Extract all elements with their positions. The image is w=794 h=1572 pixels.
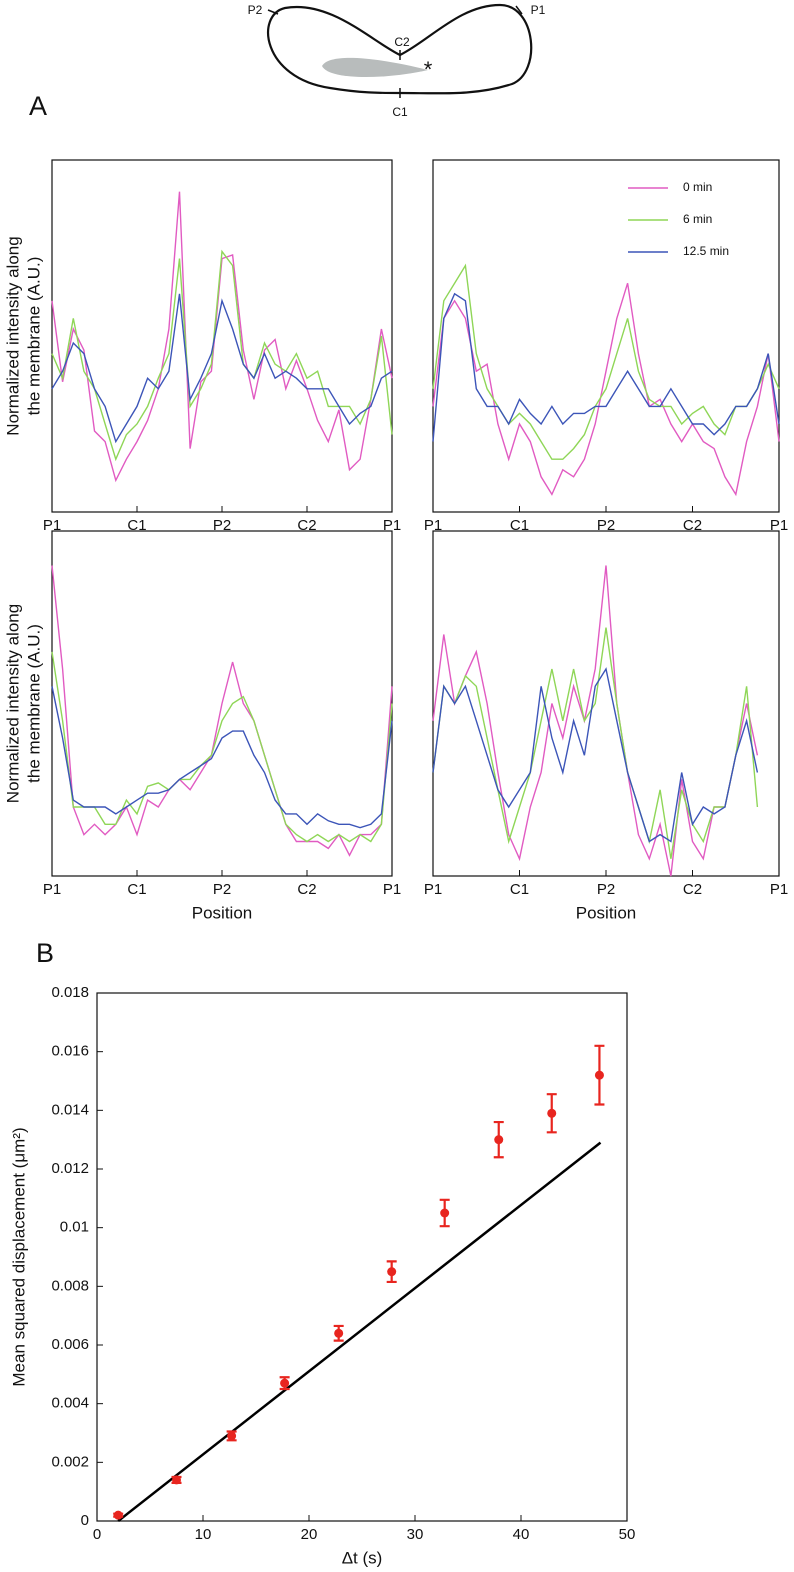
x-tick-label: C1	[510, 881, 529, 898]
data-point	[334, 1328, 344, 1338]
series-line	[432, 292, 780, 442]
data-point	[547, 1108, 557, 1118]
x-tick-label: P1	[383, 517, 401, 534]
panel-label: B	[36, 938, 54, 968]
x-tick-label: P2	[597, 517, 615, 534]
x-tick-label: P1	[43, 517, 61, 534]
y-axis-label: Normalized intensity along	[3, 604, 22, 803]
y-axis-label: Normalized intensity along	[3, 236, 22, 435]
y-tick-label: 0.016	[51, 1043, 89, 1060]
x-tick-label: P1	[424, 881, 442, 898]
x-tick-label: C2	[297, 881, 316, 898]
x-tick-label: 0	[93, 1526, 101, 1543]
data-point	[280, 1378, 290, 1388]
x-tick-label: P1	[424, 517, 442, 534]
series-line	[51, 565, 393, 857]
x-tick-label: P2	[213, 517, 231, 534]
series-line	[432, 565, 759, 877]
data-point	[172, 1475, 181, 1485]
y-axis-label: Mean squared displacement (μm²)	[9, 1127, 28, 1386]
y-tick-label: 0.018	[51, 984, 89, 1001]
y-axis-label: the membrane (A.U.)	[24, 624, 43, 783]
data-point	[494, 1135, 504, 1145]
series-line	[51, 191, 393, 483]
y-tick-label: 0.008	[51, 1277, 89, 1294]
x-tick-label: C2	[683, 517, 702, 534]
series-line	[51, 249, 393, 462]
data-point	[440, 1208, 450, 1218]
data-point	[594, 1070, 604, 1080]
plot-frame	[432, 530, 780, 877]
diagram-label: P2	[248, 3, 263, 17]
asterisk: *	[424, 57, 433, 82]
x-axis-label: Position	[576, 903, 636, 922]
data-point	[113, 1510, 123, 1520]
plot-frame	[51, 159, 393, 513]
x-tick-label: C1	[127, 517, 146, 534]
x-tick-label: P2	[213, 881, 231, 898]
diagram-label: P1	[531, 3, 546, 17]
plot-frame	[432, 159, 780, 513]
x-tick-label: P1	[43, 881, 61, 898]
series-line	[51, 686, 393, 829]
data-point	[387, 1267, 397, 1277]
y-tick-label: 0.006	[51, 1336, 89, 1353]
y-tick-label: 0.014	[51, 1101, 89, 1118]
x-tick-label: C1	[127, 881, 146, 898]
y-tick-label: 0.01	[60, 1219, 89, 1236]
y-tick-label: 0	[81, 1512, 89, 1529]
fit-line	[117, 1141, 602, 1522]
marker	[515, 5, 523, 15]
diagram-label: C2	[394, 35, 410, 49]
x-tick-label: 50	[619, 1526, 636, 1543]
series-line	[432, 282, 780, 497]
series-line	[432, 627, 759, 859]
marker	[267, 9, 279, 15]
x-tick-label: C2	[297, 517, 316, 534]
x-tick-label: C2	[683, 881, 702, 898]
x-axis-label: Δt (s)	[342, 1548, 383, 1567]
series-line	[432, 263, 780, 460]
x-tick-label: 40	[513, 1526, 530, 1543]
y-axis-label: the membrane (A.U.)	[24, 257, 43, 416]
x-tick-label: 20	[301, 1526, 318, 1543]
x-tick-label: P1	[383, 881, 401, 898]
plot-frame	[96, 992, 628, 1522]
x-tick-label: P1	[770, 517, 788, 534]
diagram-label: C1	[392, 105, 408, 119]
data-point	[227, 1431, 237, 1441]
series-line	[51, 651, 393, 843]
x-tick-label: P1	[770, 881, 788, 898]
series-line	[432, 667, 759, 843]
x-tick-label: C1	[510, 517, 529, 534]
nucleus-shape	[322, 57, 428, 77]
x-axis-label: Position	[192, 903, 252, 922]
x-tick-label: P2	[597, 881, 615, 898]
panel-label: A	[29, 91, 47, 121]
y-tick-label: 0.004	[51, 1395, 89, 1412]
y-tick-label: 0.012	[51, 1160, 89, 1177]
series-line	[51, 293, 393, 444]
legend-label: 12.5 min	[683, 244, 729, 258]
y-tick-label: 0.002	[51, 1453, 89, 1470]
x-tick-label: 10	[195, 1526, 212, 1543]
x-tick-label: 30	[407, 1526, 424, 1543]
legend-label: 0 min	[683, 180, 712, 194]
cell-diagram: * P2 P1 C2 C1	[248, 3, 546, 119]
legend-label: 6 min	[683, 212, 712, 226]
